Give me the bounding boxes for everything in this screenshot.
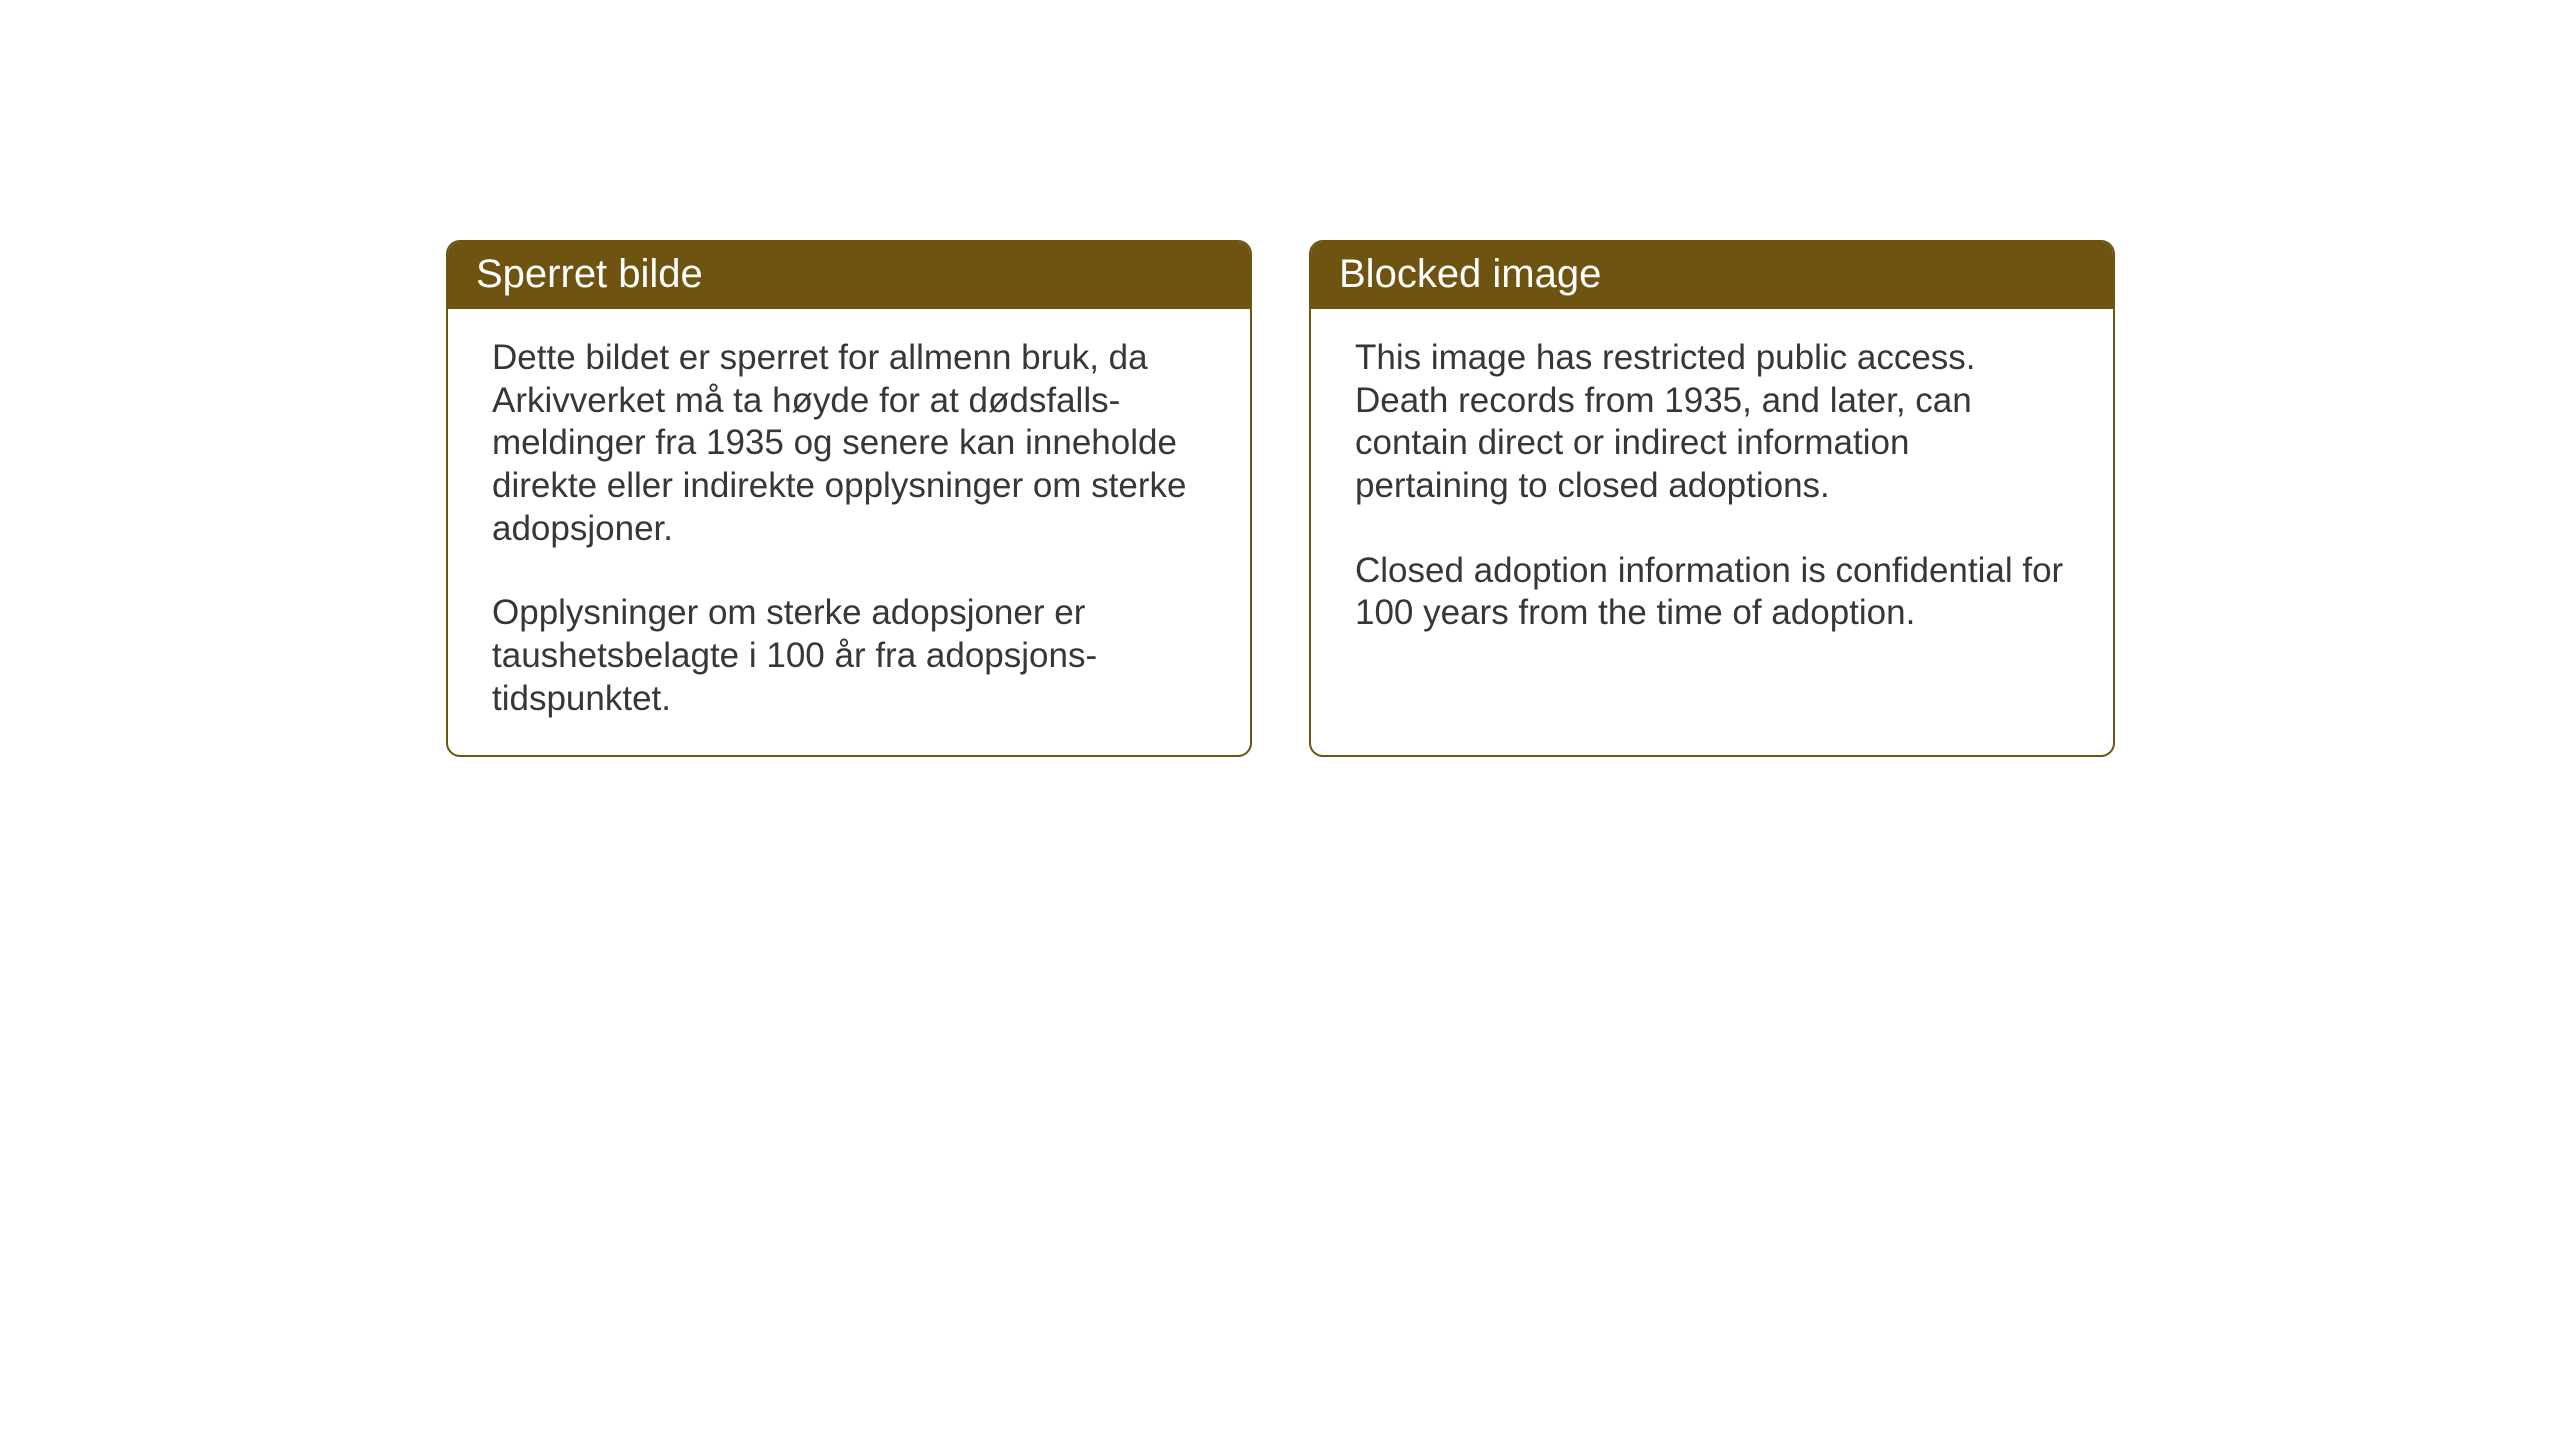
card-paragraph-norwegian-2: Opplysninger om sterke adopsjoner er tau… [492, 592, 1206, 720]
notice-cards-container: Sperret bilde Dette bildet er sperret fo… [446, 240, 2115, 757]
notice-card-norwegian: Sperret bilde Dette bildet er sperret fo… [446, 240, 1252, 757]
card-paragraph-english-1: This image has restricted public access.… [1355, 337, 2069, 508]
card-title-english: Blocked image [1339, 252, 1601, 296]
card-title-norwegian: Sperret bilde [476, 252, 703, 296]
card-header-english: Blocked image [1311, 242, 2113, 309]
card-paragraph-english-2: Closed adoption information is confident… [1355, 550, 2069, 635]
card-paragraph-norwegian-1: Dette bildet er sperret for allmenn bruk… [492, 337, 1206, 550]
notice-card-english: Blocked image This image has restricted … [1309, 240, 2115, 757]
card-body-english: This image has restricted public access.… [1311, 309, 2113, 669]
card-body-norwegian: Dette bildet er sperret for allmenn bruk… [448, 309, 1250, 755]
card-header-norwegian: Sperret bilde [448, 242, 1250, 309]
